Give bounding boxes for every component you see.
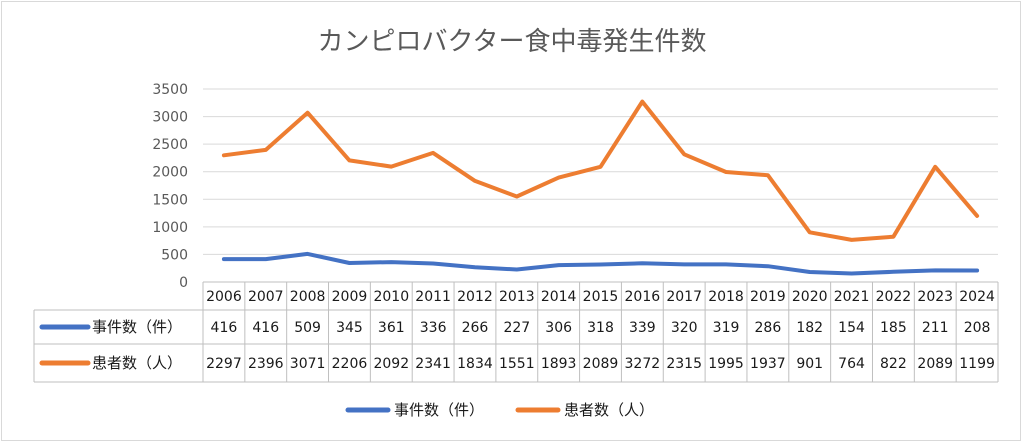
data-label: 822	[880, 356, 907, 372]
x-category-label: 2018	[708, 289, 744, 305]
x-category-label: 2016	[625, 289, 661, 305]
table-row-label: 患者数（人）	[92, 354, 182, 372]
data-label: 2297	[206, 356, 242, 372]
y-axis-ticks: 0 500 1000 1500 2000 2500 3000 3500	[152, 82, 188, 291]
y-tick-label: 500	[161, 247, 188, 263]
data-label: 185	[880, 320, 907, 336]
data-label: 2092	[373, 356, 409, 372]
data-label: 3272	[625, 356, 661, 372]
data-label: 1199	[959, 356, 995, 372]
x-category-label: 2013	[499, 289, 535, 305]
x-category-label: 2010	[373, 289, 409, 305]
x-category-label: 2007	[248, 289, 284, 305]
data-label: 1551	[499, 356, 535, 372]
y-tick-label: 0	[179, 275, 188, 291]
chart-title: カンピロバクター食中毒発生件数	[318, 27, 707, 57]
x-category-label: 2012	[457, 289, 493, 305]
data-label: 306	[545, 320, 572, 336]
data-label: 286	[755, 320, 782, 336]
data-label: 182	[796, 320, 823, 336]
data-label: 319	[713, 320, 740, 336]
data-label: 208	[964, 320, 991, 336]
data-label: 318	[587, 320, 614, 336]
series-line	[221, 251, 980, 276]
x-category-label: 2015	[583, 289, 619, 305]
data-label: 3071	[290, 356, 326, 372]
data-label: 339	[629, 320, 656, 336]
data-label: 320	[671, 320, 698, 336]
data-label: 266	[462, 320, 489, 336]
data-label: 1995	[708, 356, 744, 372]
x-category-label: 2014	[541, 289, 577, 305]
gridlines	[203, 88, 998, 283]
y-tick-label: 1000	[152, 220, 188, 236]
legend: 事件数（件） 患者数（人）	[345, 401, 654, 419]
data-label: 361	[378, 320, 405, 336]
series-lines	[221, 99, 980, 276]
data-label: 764	[838, 356, 865, 372]
data-label: 416	[252, 320, 279, 336]
data-label: 2089	[583, 356, 619, 372]
y-tick-label: 3000	[152, 110, 188, 126]
y-tick-label: 3500	[152, 82, 188, 98]
data-label: 1834	[457, 356, 493, 372]
x-category-label: 2022	[876, 289, 912, 305]
x-category-label: 2008	[290, 289, 326, 305]
data-label: 2396	[248, 356, 284, 372]
data-label: 336	[420, 320, 447, 336]
y-tick-label: 1500	[152, 192, 188, 208]
data-label: 416	[211, 320, 238, 336]
data-label: 2089	[917, 356, 953, 372]
x-category-label: 2023	[917, 289, 953, 305]
data-label: 227	[503, 320, 530, 336]
y-tick-label: 2000	[152, 165, 188, 181]
data-label: 2341	[415, 356, 451, 372]
legend-label: 事件数（件）	[394, 401, 484, 419]
x-category-label: 2019	[750, 289, 786, 305]
data-label: 154	[838, 320, 865, 336]
x-category-label: 2021	[834, 289, 870, 305]
x-category-label: 2006	[206, 289, 242, 305]
x-category-label: 2017	[666, 289, 702, 305]
data-label: 901	[796, 356, 823, 372]
data-label: 509	[294, 320, 321, 336]
table-row-label: 事件数（件）	[92, 318, 182, 336]
data-label: 1937	[750, 356, 786, 372]
data-label: 2315	[666, 356, 702, 372]
x-category-label: 2009	[332, 289, 368, 305]
series-line	[221, 99, 980, 242]
y-tick-label: 2500	[152, 137, 188, 153]
data-table: 2006 2007 2008 2009 2010 2011 2012 2013 2014 2015…	[33, 281, 999, 383]
data-label: 211	[922, 320, 949, 336]
x-category-label: 2024	[959, 289, 995, 305]
x-category-label: 2020	[792, 289, 828, 305]
data-label: 2206	[332, 356, 368, 372]
legend-label: 患者数（人）	[564, 401, 654, 419]
data-label: 1893	[541, 356, 577, 372]
x-category-label: 2011	[415, 289, 451, 305]
data-label: 345	[336, 320, 363, 336]
